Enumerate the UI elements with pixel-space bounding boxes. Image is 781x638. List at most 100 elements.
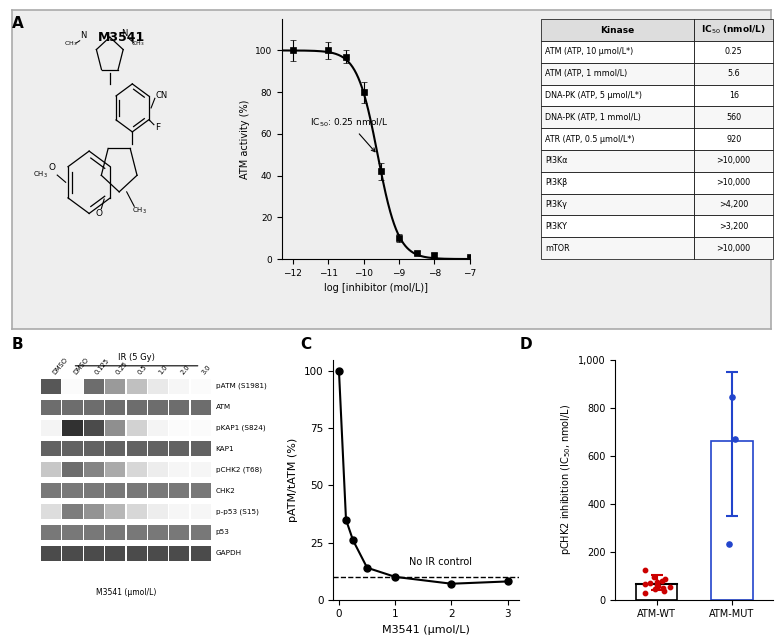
Text: IC$_{50}$ (nmol/L): IC$_{50}$ (nmol/L) — [701, 24, 766, 36]
Text: PI3Kα: PI3Kα — [545, 156, 568, 165]
Text: p53: p53 — [216, 530, 230, 535]
Bar — [148, 524, 168, 540]
Bar — [191, 504, 211, 519]
Text: 0.5: 0.5 — [137, 364, 148, 375]
Bar — [41, 420, 61, 436]
Text: C: C — [301, 337, 312, 352]
Point — [647, 572, 660, 582]
Text: CHK2: CHK2 — [216, 487, 235, 494]
Text: Kinase: Kinase — [601, 26, 635, 34]
Bar — [84, 483, 104, 498]
Text: A: A — [12, 16, 23, 31]
Bar — [84, 420, 104, 436]
Text: DNA-PK (ATP, 1 mmol/L): DNA-PK (ATP, 1 mmol/L) — [545, 113, 641, 122]
Text: 0.25: 0.25 — [725, 47, 743, 56]
Bar — [41, 378, 61, 394]
Text: N: N — [80, 31, 87, 40]
Bar — [148, 441, 168, 456]
Bar — [105, 524, 125, 540]
Bar — [41, 399, 61, 415]
Bar — [127, 504, 147, 519]
Bar — [540, 216, 694, 237]
Bar — [191, 524, 211, 540]
Text: No IR control: No IR control — [408, 558, 472, 567]
Bar — [191, 462, 211, 477]
Text: 0.25: 0.25 — [116, 360, 130, 375]
Bar — [41, 504, 61, 519]
Bar — [636, 584, 677, 600]
Bar — [105, 378, 125, 394]
Text: PI3Kγ: PI3Kγ — [545, 200, 567, 209]
Bar — [105, 545, 125, 561]
Bar — [105, 420, 125, 436]
Bar — [127, 441, 147, 456]
Bar — [540, 85, 694, 107]
Bar — [105, 504, 125, 519]
X-axis label: M3541 (μmol/L): M3541 (μmol/L) — [382, 625, 470, 635]
Text: >10,000: >10,000 — [717, 178, 751, 187]
Point — [726, 392, 738, 403]
Bar — [694, 216, 773, 237]
Text: mTOR: mTOR — [545, 244, 570, 253]
Bar — [191, 483, 211, 498]
Text: PI3Kβ: PI3Kβ — [545, 178, 568, 187]
Bar — [711, 441, 753, 600]
Text: 2.0: 2.0 — [179, 364, 191, 375]
Bar — [169, 399, 189, 415]
Bar — [148, 545, 168, 561]
Bar — [127, 483, 147, 498]
Text: 560: 560 — [726, 113, 741, 122]
Bar — [84, 462, 104, 477]
Bar — [148, 399, 168, 415]
Y-axis label: pCHK2 inhibition (IC$_{50}$, nmol/L): pCHK2 inhibition (IC$_{50}$, nmol/L) — [558, 404, 572, 556]
Bar — [84, 504, 104, 519]
Y-axis label: ATM activity (%): ATM activity (%) — [240, 100, 250, 179]
Bar — [148, 483, 168, 498]
Bar — [127, 378, 147, 394]
Bar — [127, 524, 147, 540]
Bar — [169, 524, 189, 540]
Bar — [62, 483, 83, 498]
Bar — [169, 483, 189, 498]
Bar — [191, 420, 211, 436]
Bar — [169, 420, 189, 436]
Text: 5.6: 5.6 — [727, 69, 740, 78]
Point — [658, 586, 671, 596]
Text: 16: 16 — [729, 91, 739, 100]
Bar — [191, 378, 211, 394]
Point — [658, 574, 671, 584]
Bar — [540, 128, 694, 150]
Bar — [191, 399, 211, 415]
Y-axis label: pATM/tATM (%): pATM/tATM (%) — [288, 438, 298, 522]
Bar — [41, 524, 61, 540]
Bar — [694, 128, 773, 150]
Bar — [540, 63, 694, 85]
Text: ATM (ATP, 10 μmol/L*): ATM (ATP, 10 μmol/L*) — [545, 47, 633, 56]
Text: DMSO: DMSO — [73, 356, 90, 375]
Bar — [41, 462, 61, 477]
Text: CH$_3$: CH$_3$ — [132, 206, 148, 216]
Text: N: N — [122, 29, 128, 38]
Bar — [694, 41, 773, 63]
Bar — [105, 441, 125, 456]
Bar — [540, 172, 694, 193]
Point — [651, 577, 663, 588]
Bar — [105, 462, 125, 477]
Bar — [127, 399, 147, 415]
Bar — [540, 41, 694, 63]
X-axis label: log [inhibitor (mol/L)]: log [inhibitor (mol/L)] — [324, 283, 428, 293]
Point — [651, 580, 663, 590]
Bar — [694, 63, 773, 85]
Point — [655, 576, 668, 586]
Text: ATM (ATP, 1 mmol/L): ATM (ATP, 1 mmol/L) — [545, 69, 628, 78]
Text: >4,200: >4,200 — [719, 200, 748, 209]
Text: B: B — [12, 337, 23, 352]
Bar — [694, 193, 773, 216]
Text: 1.0: 1.0 — [158, 364, 169, 375]
Bar — [148, 462, 168, 477]
Text: DMSO: DMSO — [52, 356, 69, 375]
Bar — [169, 378, 189, 394]
Bar — [694, 107, 773, 128]
Text: O: O — [48, 163, 55, 172]
Bar — [62, 545, 83, 561]
